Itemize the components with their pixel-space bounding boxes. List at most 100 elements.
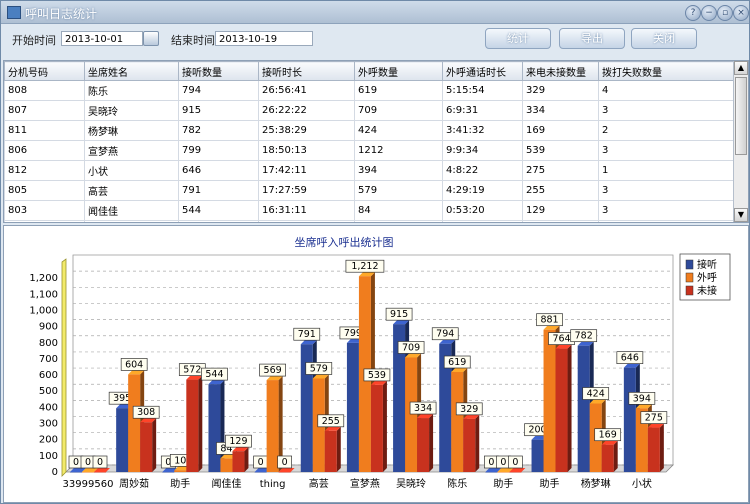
table-row[interactable]: 812 小状 646 17:42:11 394 4:8:22 275 1 bbox=[4, 160, 735, 181]
legend-swatch bbox=[685, 259, 694, 270]
scroll-thumb[interactable] bbox=[735, 77, 747, 155]
data-label: 0 bbox=[512, 457, 518, 468]
x-tick-label: 助手 bbox=[493, 477, 513, 490]
bar bbox=[485, 468, 502, 473]
table-cell: 吴晓玲 bbox=[84, 100, 179, 121]
data-label: 394 bbox=[633, 393, 651, 404]
column-header[interactable]: 外呼数量 bbox=[354, 61, 443, 81]
data-label: 0 bbox=[165, 457, 171, 468]
close-icon[interactable]: × bbox=[733, 5, 749, 21]
table-row[interactable]: 811 杨梦琳 782 25:38:29 424 3:41:32 169 2 bbox=[4, 120, 735, 141]
data-label-box bbox=[345, 259, 385, 273]
data-label-box bbox=[431, 327, 459, 341]
help-icon[interactable]: ? bbox=[685, 5, 701, 21]
table-cell: 782 bbox=[178, 120, 259, 141]
table-cell: 619 bbox=[354, 80, 443, 101]
column-header[interactable]: 拨打失败数量 bbox=[598, 61, 735, 81]
data-label-box bbox=[385, 307, 413, 321]
table-row[interactable]: 805 高芸 791 17:27:59 579 4:29:19 255 3 bbox=[4, 180, 735, 201]
table-cell: 3:41:32 bbox=[442, 120, 523, 141]
data-label: 709 bbox=[402, 342, 420, 353]
app-icon bbox=[7, 6, 21, 19]
table-row[interactable]: 808 陈乐 794 26:56:41 619 5:15:54 329 4 bbox=[4, 80, 735, 101]
column-header[interactable]: 坐席姓名 bbox=[84, 61, 179, 81]
table-cell: 18:50:13 bbox=[258, 140, 355, 161]
table-cell: 334 bbox=[522, 100, 599, 121]
table-cell: 25:38:29 bbox=[258, 120, 355, 141]
bar bbox=[601, 440, 618, 472]
data-label-box bbox=[594, 428, 622, 442]
stats-table: 分机号码 坐席姓名 接听数量 接听时长 外呼数量 外呼通话时长 来电未接数量 拨打失败数量 8… bbox=[3, 60, 749, 223]
data-label-box bbox=[277, 455, 292, 469]
table-cell: 275 bbox=[522, 160, 599, 181]
column-header[interactable]: 分机号码 bbox=[4, 61, 85, 81]
data-label-box bbox=[616, 351, 644, 364]
data-label: 169 bbox=[599, 430, 617, 441]
bar bbox=[82, 468, 98, 473]
table-cell: 329 bbox=[522, 80, 599, 101]
table-cell: 17:27:59 bbox=[258, 180, 355, 201]
table-row[interactable]: 806 宣梦燕 799 18:50:13 1212 9:9:34 539 3 bbox=[4, 140, 735, 161]
table-cell: 小状 bbox=[84, 160, 179, 181]
data-label: 275 bbox=[645, 413, 663, 424]
data-label-box bbox=[120, 358, 148, 371]
table-cell: 宣梦燕 bbox=[84, 140, 179, 161]
table-cell: 3 bbox=[598, 100, 735, 121]
restore-icon[interactable]: ▫ bbox=[717, 5, 733, 21]
scroll-down-icon[interactable]: ▼ bbox=[734, 208, 748, 222]
table-cell: 周妙茹 bbox=[84, 220, 179, 222]
data-label: 200 bbox=[528, 425, 546, 436]
table-cell: 709 bbox=[354, 100, 443, 121]
table-cell: 812 bbox=[4, 160, 85, 181]
column-header[interactable]: 来电未接数量 bbox=[522, 61, 599, 81]
data-label: 544 bbox=[205, 369, 223, 380]
data-label: 791 bbox=[298, 329, 316, 340]
scroll-up-icon[interactable]: ▲ bbox=[734, 61, 748, 75]
data-label: 782 bbox=[575, 331, 593, 342]
table-cell: 26:22:22 bbox=[258, 100, 355, 121]
y-tick-label: 700 bbox=[39, 354, 58, 365]
bar bbox=[647, 423, 664, 472]
table-cell: 646 bbox=[178, 160, 259, 181]
table-row[interactable]: 803 闻佳佳 544 16:31:11 84 0:53:20 129 3 bbox=[4, 200, 735, 221]
data-label: 329 bbox=[460, 404, 478, 415]
x-tick-label: 陈乐 bbox=[447, 477, 467, 490]
data-label-box bbox=[305, 362, 333, 375]
table-row[interactable]: 807 吴晓玲 915 26:22:22 709 6:9:31 334 3 bbox=[4, 100, 735, 121]
column-header[interactable]: 外呼通话时长 bbox=[442, 61, 523, 81]
stat-button[interactable]: 统计 bbox=[485, 28, 551, 49]
data-label: 579 bbox=[310, 363, 328, 374]
data-label: 539 bbox=[368, 370, 386, 381]
table-cell: 808 bbox=[4, 80, 85, 101]
column-header[interactable]: 接听时长 bbox=[258, 61, 355, 81]
export-button[interactable]: 导出 bbox=[559, 28, 625, 49]
data-label: 0 bbox=[500, 457, 506, 468]
end-date-input[interactable]: 2013-10-19 bbox=[215, 31, 313, 46]
legend-swatch bbox=[685, 285, 694, 296]
bar bbox=[140, 418, 157, 472]
x-tick-label: 宣梦燕 bbox=[350, 477, 380, 490]
data-label: 646 bbox=[621, 353, 639, 364]
y-tick-label: 1,000 bbox=[29, 305, 58, 316]
data-label-box bbox=[409, 401, 437, 415]
data-label: 794 bbox=[436, 329, 454, 340]
data-label: 915 bbox=[390, 309, 408, 320]
table-cell: 4 bbox=[598, 80, 735, 101]
table-cell: 1 bbox=[598, 220, 735, 222]
close-button[interactable]: 关闭 bbox=[631, 28, 697, 49]
table-cell: 811 bbox=[4, 120, 85, 141]
bar bbox=[94, 468, 110, 473]
start-date-picker-button[interactable] bbox=[143, 31, 159, 46]
column-header[interactable]: 接听数量 bbox=[178, 61, 259, 81]
minimize-icon[interactable]: − bbox=[701, 5, 717, 21]
data-label: 424 bbox=[587, 389, 605, 400]
table-cell: 539 bbox=[522, 140, 599, 161]
table-cell: 84 bbox=[354, 200, 443, 221]
y-tick-label: 300 bbox=[39, 419, 58, 430]
start-date-input[interactable]: 2013-10-01 bbox=[61, 31, 143, 46]
table-row[interactable]: 801周妙茹39510:47:496047:0:63081 bbox=[4, 220, 735, 222]
data-label: 84 bbox=[220, 443, 232, 454]
table-cell: 544 bbox=[178, 200, 259, 221]
vertical-scrollbar[interactable]: ▲ ▼ bbox=[733, 61, 748, 222]
table-cell: 803 bbox=[4, 200, 85, 221]
